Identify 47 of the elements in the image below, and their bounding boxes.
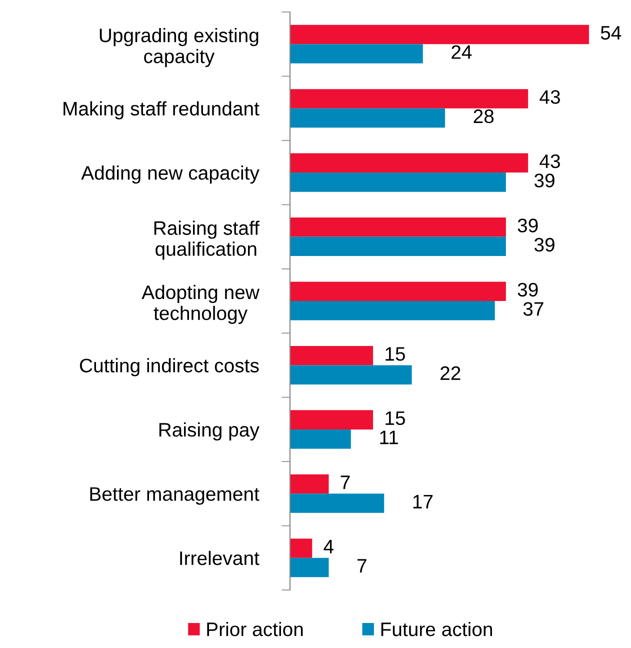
data-label: 15 <box>386 411 405 426</box>
data-label: 17 <box>413 494 433 508</box>
legend-label: Prior action <box>207 622 303 636</box>
data-label: 54 <box>600 26 622 40</box>
bar <box>290 558 329 578</box>
y-tick-label: Better management <box>90 487 260 505</box>
data-label: 11 <box>380 430 398 444</box>
data-label: 39 <box>518 282 538 297</box>
data-label: 43 <box>540 90 560 104</box>
y-tick-label: Cutting indirect costs <box>80 358 259 376</box>
data-label: 39 <box>534 238 554 252</box>
bar <box>290 301 495 320</box>
y-tick-label: Adopting new technology <box>142 284 260 324</box>
y-tick-label: Upgrading existing capacity <box>100 28 258 68</box>
legend-label: Future action <box>381 622 492 636</box>
data-label: 7 <box>358 559 366 573</box>
y-tick-label: Adding new capacity <box>81 166 260 184</box>
data-label: 24 <box>452 45 472 59</box>
y-tick-label: Raising staff qualification <box>154 220 260 260</box>
data-label: 37 <box>523 302 544 316</box>
data-label: 43 <box>540 154 560 168</box>
bar <box>290 24 589 44</box>
bar <box>290 365 412 384</box>
bar <box>290 429 351 449</box>
bar <box>290 89 528 108</box>
bar <box>290 44 423 64</box>
bar <box>290 153 528 173</box>
y-tick-label: Irrelevant <box>180 550 260 566</box>
bar <box>290 236 506 256</box>
bar <box>290 538 312 558</box>
bar <box>290 474 329 494</box>
data-label: 7 <box>340 476 350 490</box>
data-label: 28 <box>474 109 494 124</box>
data-label: 22 <box>440 366 460 380</box>
y-tick-label: Raising pay <box>159 422 260 441</box>
y-tick-label: Making staff redundant <box>64 101 260 120</box>
bar <box>290 410 374 430</box>
bar <box>290 494 384 513</box>
bar <box>290 346 374 366</box>
bar <box>290 218 506 237</box>
data-label: 4 <box>324 540 334 554</box>
bar <box>290 282 506 301</box>
bar <box>290 172 506 192</box>
data-label: 15 <box>386 347 405 361</box>
data-label: 39 <box>534 174 554 188</box>
data-label: 39 <box>518 218 538 232</box>
bar <box>290 108 446 128</box>
